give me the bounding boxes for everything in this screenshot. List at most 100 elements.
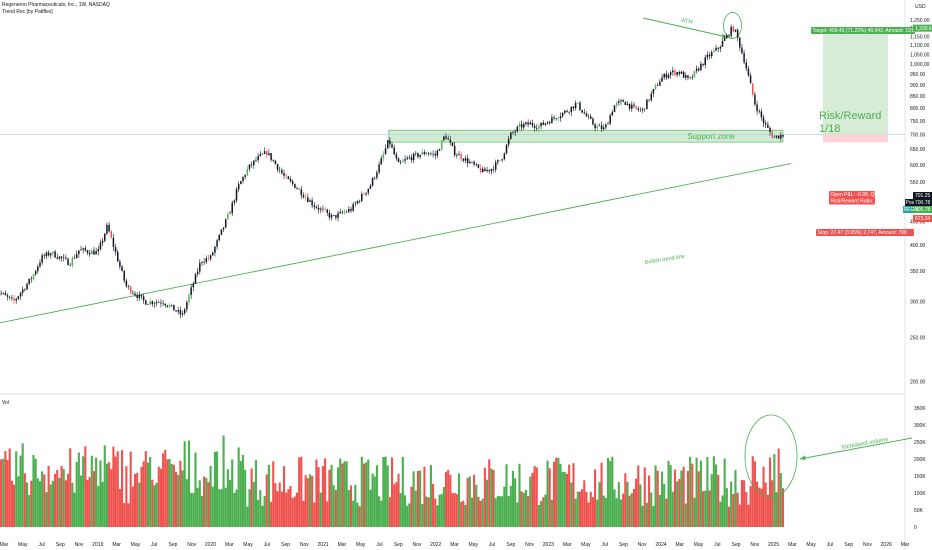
- volume-tick-label: 350K: [914, 406, 926, 412]
- candle: [300, 189, 303, 196]
- candle: [324, 209, 326, 210]
- volume-bar: [712, 456, 715, 527]
- volume-bar: [438, 494, 441, 527]
- candle: [598, 125, 601, 127]
- candle: [95, 251, 97, 255]
- volume-bar: [578, 491, 582, 527]
- volume-bar: [730, 481, 733, 527]
- candle: [404, 159, 406, 161]
- candle: [188, 294, 190, 303]
- candle: [8, 296, 11, 298]
- candle: [767, 124, 769, 128]
- candle: [142, 296, 145, 301]
- volume-bar: [758, 487, 761, 527]
- time-tick-label: Jul: [264, 542, 270, 548]
- candle: [302, 195, 305, 198]
- volume-bar: [336, 467, 340, 527]
- volume-bar: [95, 457, 98, 527]
- candle: [341, 211, 344, 213]
- volume-bar: [218, 489, 221, 527]
- candle: [248, 164, 251, 169]
- price-tick-label: 250.00: [910, 336, 926, 342]
- volume-bar: [205, 477, 208, 527]
- volume-bar: [282, 466, 286, 527]
- candle: [86, 250, 89, 253]
- candle: [469, 161, 471, 164]
- volume-bar: [766, 494, 769, 527]
- volume-bar: [136, 472, 139, 527]
- candle: [473, 161, 475, 165]
- volume-bar: [203, 476, 206, 527]
- candle: [741, 47, 743, 54]
- candle: [320, 208, 322, 210]
- candle: [168, 305, 171, 307]
- candle: [661, 77, 663, 82]
- candle: [330, 215, 333, 218]
- volume-bar: [775, 492, 778, 527]
- candle: [453, 145, 456, 156]
- candle: [281, 170, 283, 174]
- time-tick-label: Mar: [225, 542, 234, 548]
- volume-bar: [388, 497, 391, 527]
- candle: [166, 305, 169, 307]
- volume-bar: [60, 465, 63, 527]
- volume-bar: [23, 473, 26, 527]
- volume-bar: [222, 435, 225, 527]
- candle: [577, 102, 579, 104]
- candle: [229, 213, 231, 214]
- volume-bar: [149, 456, 152, 527]
- loss-zone: [822, 134, 889, 143]
- volume-bar: [30, 480, 33, 527]
- time-tick-label: Jul: [38, 542, 44, 548]
- volume-bar: [594, 469, 597, 527]
- time-tick-label: Sep: [506, 542, 515, 548]
- candle: [456, 155, 458, 156]
- candle: [382, 153, 385, 159]
- volume-bar: [213, 451, 216, 527]
- price-tick-label: 750.00: [910, 119, 926, 125]
- candle: [147, 304, 149, 305]
- candle: [274, 160, 277, 165]
- volume-bar: [468, 476, 471, 527]
- volume-bar: [406, 505, 409, 527]
- volume-bar: [719, 501, 722, 527]
- volume-bar: [414, 490, 417, 527]
- candle: [581, 109, 583, 113]
- candle: [369, 185, 372, 189]
- candle: [224, 219, 227, 228]
- candle: [447, 138, 449, 140]
- volume-bar: [300, 456, 303, 527]
- volume-bar: [77, 452, 80, 527]
- volume-bar: [617, 482, 620, 527]
- candle: [572, 106, 575, 109]
- candle: [533, 125, 536, 128]
- candle: [507, 138, 510, 145]
- candle: [743, 53, 745, 63]
- candle: [697, 68, 700, 71]
- volume-bar: [656, 470, 659, 527]
- volume-bar: [540, 501, 543, 527]
- time-tick-label: Nov: [750, 542, 759, 548]
- time-tick-label: May: [469, 542, 479, 548]
- candle: [462, 159, 465, 161]
- candle: [648, 99, 650, 101]
- volume-bar: [596, 499, 599, 527]
- candle: [209, 255, 212, 259]
- volume-bar: [278, 482, 281, 527]
- volume-bar: [28, 494, 31, 527]
- volume-bar: [90, 455, 93, 527]
- volume-bar: [663, 483, 666, 527]
- volume-bar: [12, 484, 16, 527]
- time-tick-label: Nov: [638, 542, 647, 548]
- candle: [119, 261, 121, 267]
- candle: [665, 74, 668, 78]
- volume-bar: [127, 503, 130, 527]
- volume-bar: [589, 491, 592, 527]
- volume-bar: [395, 482, 398, 527]
- volume-bar: [250, 468, 253, 527]
- candle: [78, 250, 80, 255]
- volume-bar: [686, 470, 690, 527]
- candle: [561, 112, 564, 117]
- volume-bar: [604, 497, 607, 527]
